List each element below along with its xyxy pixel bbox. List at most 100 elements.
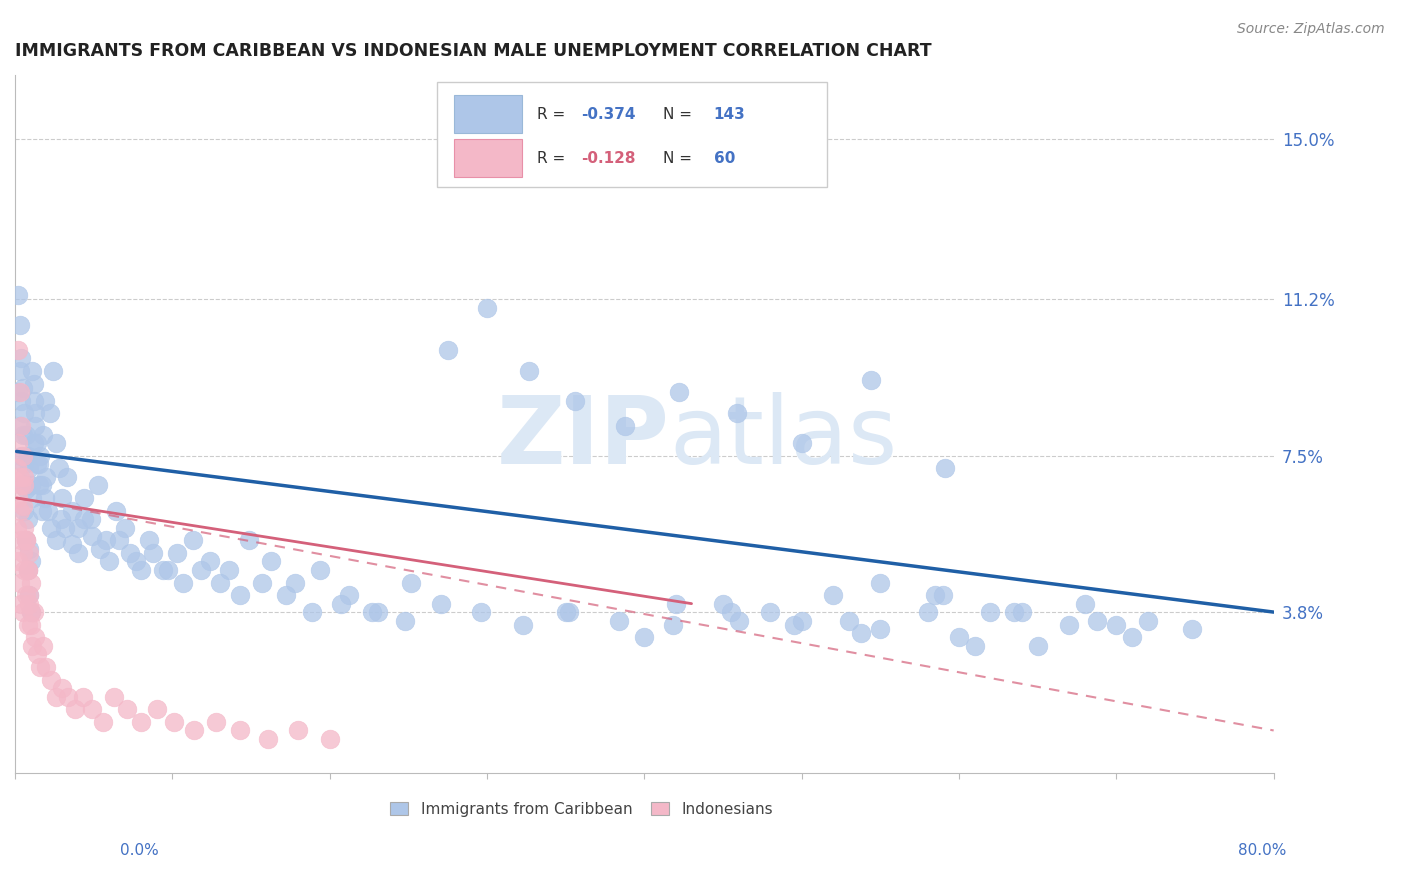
Point xyxy=(20,554,42,568)
Point xyxy=(711,597,734,611)
Point xyxy=(869,622,891,636)
Point xyxy=(229,723,252,738)
Point xyxy=(82,702,104,716)
Point xyxy=(18,546,41,560)
Point xyxy=(35,660,58,674)
Point xyxy=(10,393,32,408)
Point xyxy=(1057,617,1080,632)
Text: ZIP: ZIP xyxy=(496,392,669,484)
Point xyxy=(633,631,655,645)
Point xyxy=(979,605,1001,619)
Point xyxy=(115,702,138,716)
Point xyxy=(104,503,127,517)
Point xyxy=(20,617,42,632)
Point xyxy=(51,681,73,696)
Point xyxy=(45,436,67,450)
Point xyxy=(15,533,38,548)
Point xyxy=(257,731,280,746)
Point xyxy=(558,605,581,619)
Point xyxy=(129,563,152,577)
Point xyxy=(10,597,32,611)
Point xyxy=(948,631,970,645)
Point xyxy=(790,436,813,450)
Point xyxy=(18,597,41,611)
Point xyxy=(24,631,46,645)
Point xyxy=(727,614,749,628)
Point xyxy=(20,478,42,492)
Point xyxy=(607,614,630,628)
Point xyxy=(49,512,72,526)
Point xyxy=(145,702,167,716)
Point xyxy=(103,690,125,704)
Point xyxy=(720,605,742,619)
Point xyxy=(21,639,44,653)
Point xyxy=(668,385,690,400)
Point xyxy=(11,427,34,442)
Point xyxy=(6,461,28,475)
Text: N =: N = xyxy=(664,151,697,166)
Point xyxy=(1011,605,1033,619)
Point xyxy=(20,575,42,590)
Point xyxy=(25,436,48,450)
Point xyxy=(208,575,231,590)
Point xyxy=(17,512,39,526)
Point xyxy=(1074,597,1097,611)
Point xyxy=(10,351,32,366)
Point xyxy=(22,393,45,408)
Point xyxy=(18,461,41,475)
Point xyxy=(25,648,48,662)
Point xyxy=(564,393,586,408)
Point xyxy=(790,614,813,628)
Point xyxy=(152,563,174,577)
Point xyxy=(7,554,30,568)
Point xyxy=(118,546,141,560)
Point xyxy=(329,597,352,611)
Point xyxy=(1002,605,1025,619)
Point xyxy=(56,470,79,484)
Point xyxy=(18,541,41,556)
Point xyxy=(1181,622,1204,636)
Point xyxy=(35,470,58,484)
Point xyxy=(24,406,46,420)
Point xyxy=(31,478,53,492)
Point xyxy=(851,626,873,640)
Point xyxy=(17,449,39,463)
Point xyxy=(17,563,39,577)
Point xyxy=(30,449,52,463)
Point xyxy=(98,554,121,568)
Point xyxy=(759,605,782,619)
Point xyxy=(166,546,188,560)
FancyBboxPatch shape xyxy=(454,95,522,133)
Point xyxy=(13,457,35,471)
Point xyxy=(934,461,956,475)
Point xyxy=(17,563,39,577)
Point xyxy=(725,406,748,420)
Point xyxy=(129,714,152,729)
Point xyxy=(10,478,32,492)
Point xyxy=(401,575,423,590)
Point xyxy=(15,483,38,497)
Point xyxy=(15,588,38,602)
Point xyxy=(15,533,38,548)
Point xyxy=(181,533,204,548)
Point xyxy=(58,690,80,704)
Point xyxy=(11,605,34,619)
Point xyxy=(8,575,31,590)
Point xyxy=(11,381,34,395)
Point xyxy=(661,617,683,632)
Point xyxy=(31,503,53,517)
Point xyxy=(13,563,35,577)
Point xyxy=(963,639,986,653)
Point xyxy=(53,520,76,534)
Point xyxy=(60,537,83,551)
Point xyxy=(554,605,576,619)
Point xyxy=(7,491,30,505)
Point xyxy=(7,385,30,400)
Point xyxy=(8,503,31,517)
Point xyxy=(142,546,165,560)
Point xyxy=(17,617,39,632)
Point xyxy=(367,605,389,619)
Point xyxy=(198,554,221,568)
Point xyxy=(8,385,31,400)
Point xyxy=(361,605,384,619)
